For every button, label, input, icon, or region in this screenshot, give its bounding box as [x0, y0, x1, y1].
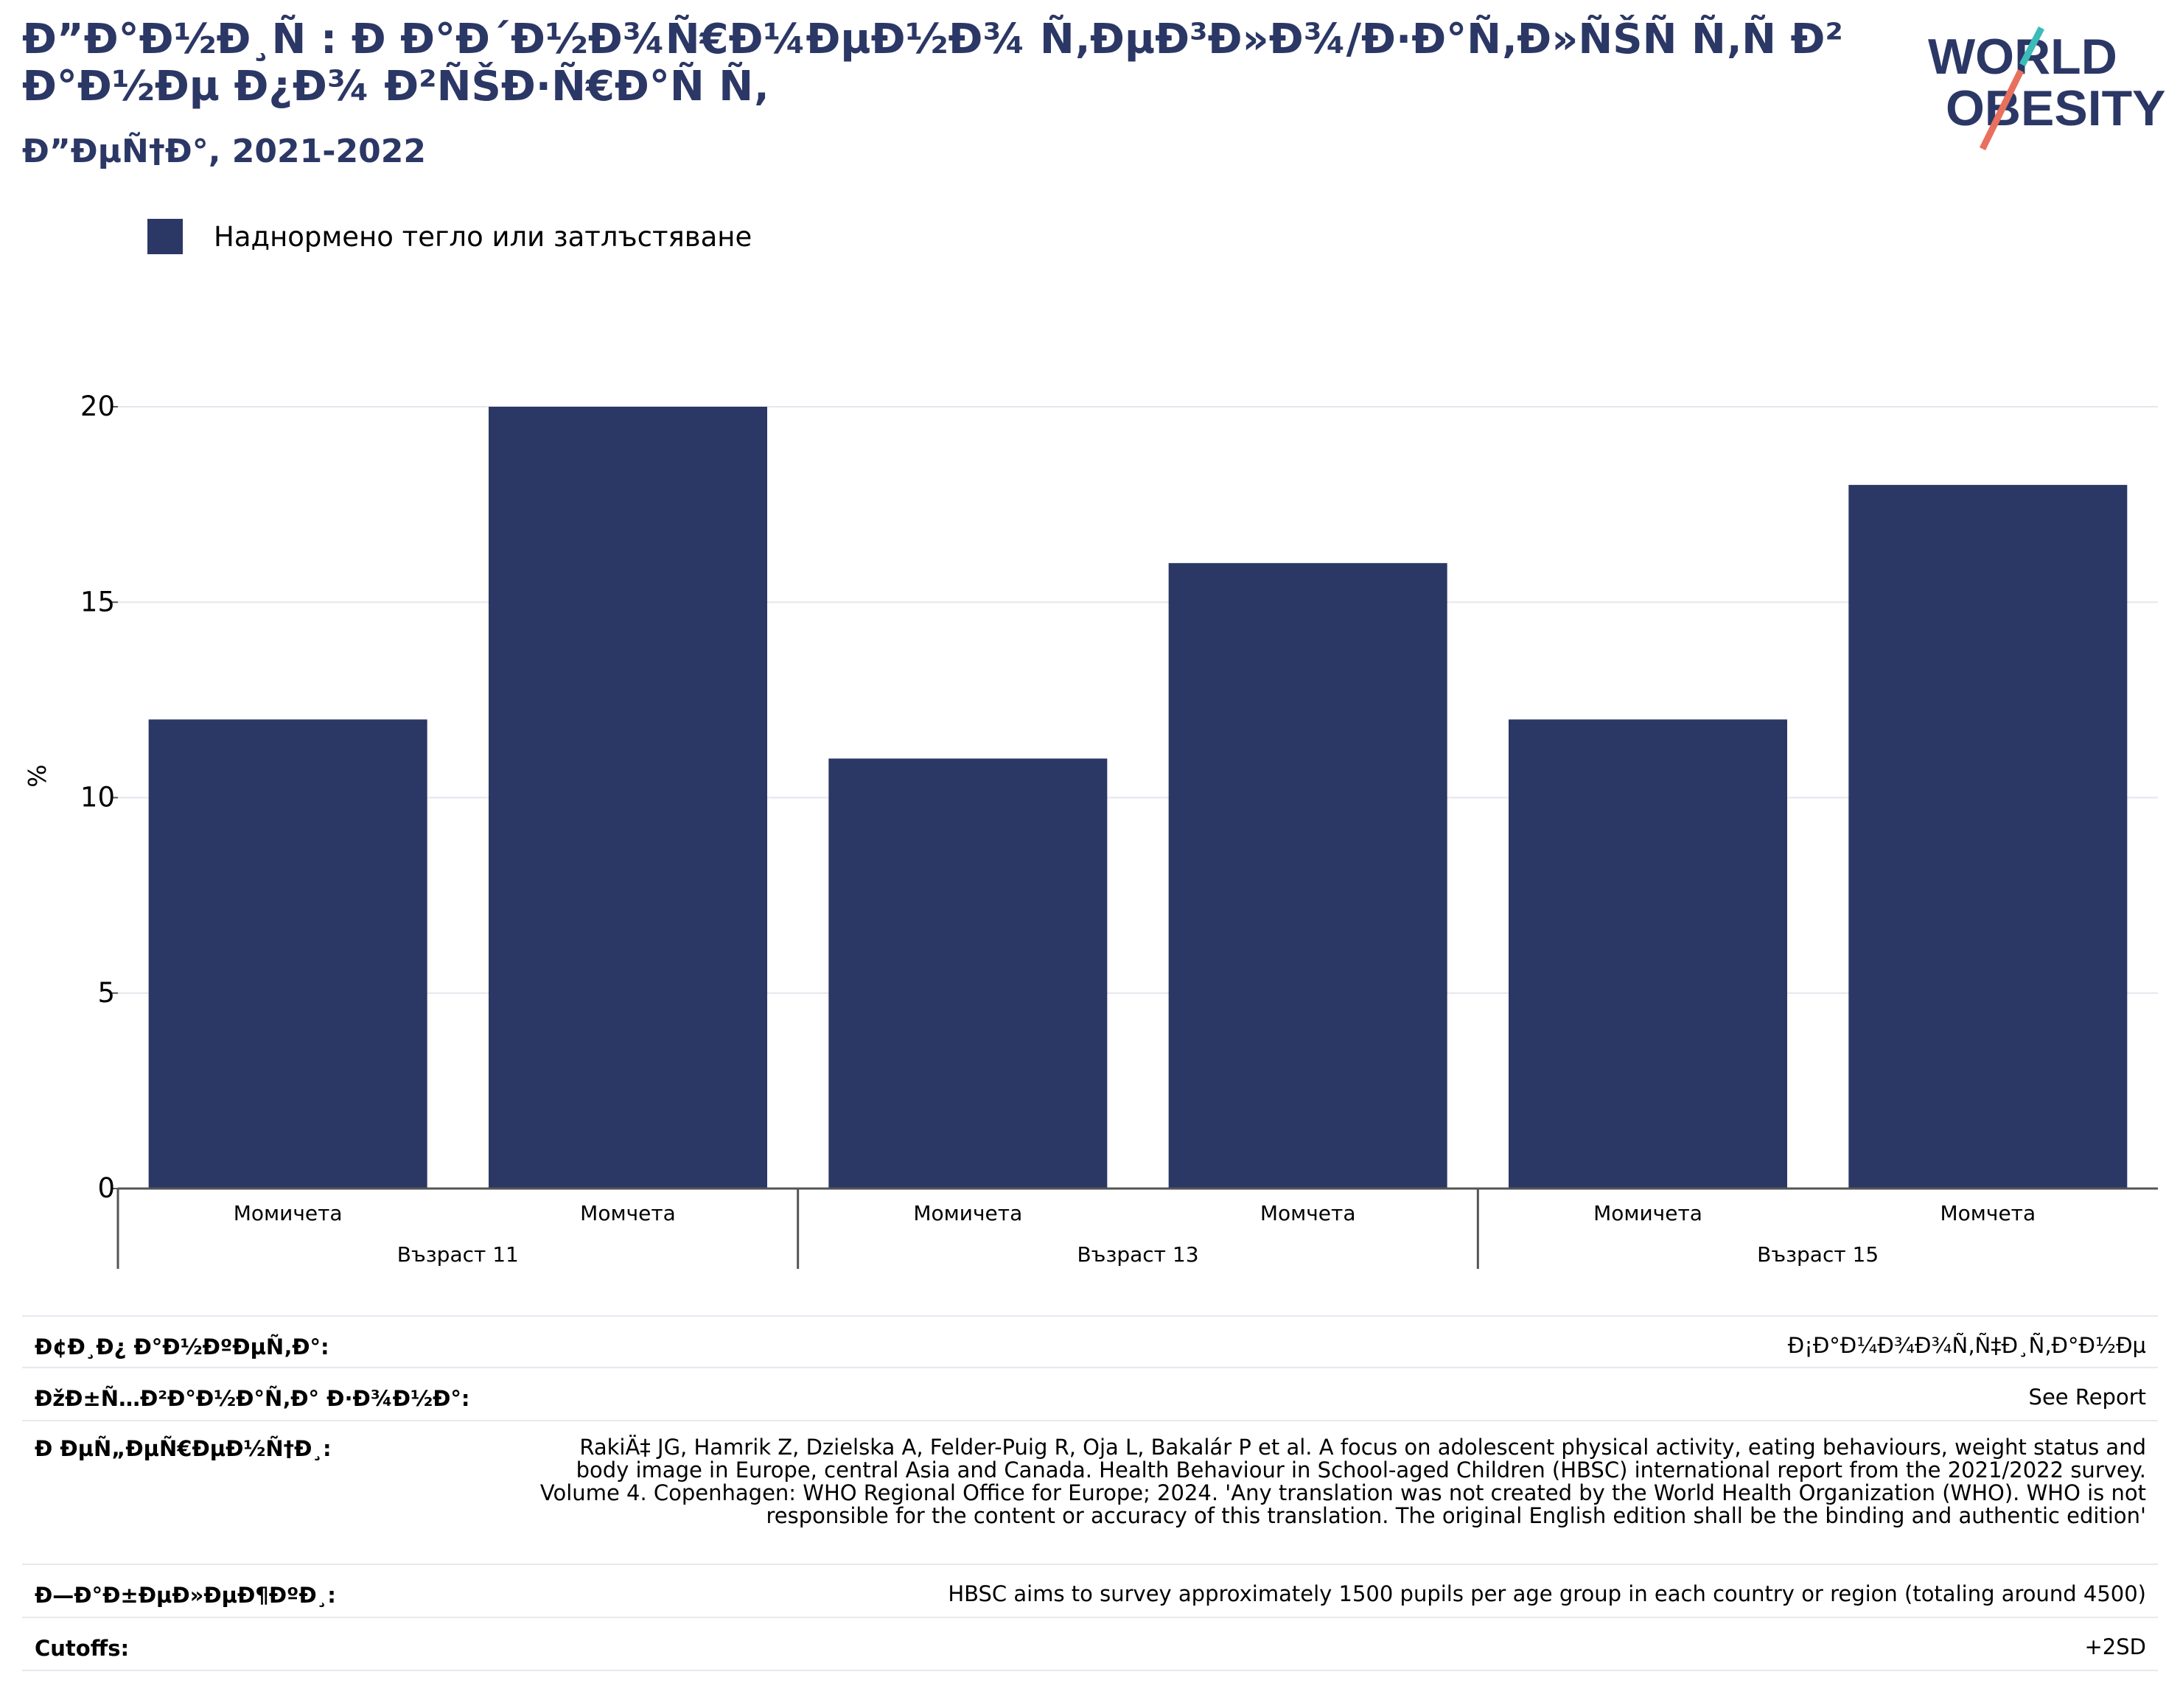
y-tick-label: 20	[80, 391, 115, 422]
metadata-row: Ð—Ð°Ð±ÐµÐ»ÐµÐ¶ÐºÐ¸: HBSC aims to survey a…	[22, 1564, 2158, 1617]
metadata-value: RakiÄ‡ JG, Hamrik Z, Dzielska A, Felder-…	[538, 1420, 2158, 1564]
y-axis-label: %	[23, 764, 52, 787]
bar-chart: 0 5 10 15 20 Момичета Момчета Момичета Момчета Мо…	[23, 391, 2158, 1269]
bar	[1509, 719, 1787, 1189]
metadata-value: See Report	[538, 1367, 2158, 1421]
metadata-row: ÐžÐ±Ñ…Ð²Ð°Ð½Ð°Ñ‚Ð° Ð·Ð¾Ð½Ð°: See Report	[22, 1367, 2158, 1421]
bar	[148, 719, 427, 1189]
legend: Наднормено тегло или затлъстяване	[147, 218, 752, 255]
metadata-key: Cutoffs:	[22, 1617, 538, 1671]
metadata-key: Ð¢Ð¸Ð¿ Ð°Ð½ÐºÐµÑ‚Ð°:	[22, 1315, 538, 1368]
metadata-row: Ð¢Ð¸Ð¿ Ð°Ð½ÐºÐµÑ‚Ð°: Ð¡Ð°Ð¼Ð¾Ð¾Ñ‚Ñ‡Ð¸Ñ‚Ð°…	[22, 1315, 2158, 1368]
metadata-row: Cutoffs: +2SD	[22, 1617, 2158, 1671]
y-tick-label: 15	[80, 586, 115, 617]
x-tick-label: Момичета	[913, 1201, 1022, 1225]
x-tick-label: Момичета	[234, 1201, 343, 1225]
chart-title: Ð”Ð°Ð½Ð¸Ñ : Ð Ð°Ð´Ð½Ð¾Ñ€Ð¼ÐµÐ½Ð¾ Ñ‚ÐµÐ³Ð…	[22, 15, 1843, 111]
group-label: Възраст 15	[1757, 1242, 1879, 1267]
legend-swatch	[147, 219, 183, 254]
x-tick-label: Момчета	[1940, 1201, 2036, 1225]
y-tick-label: 0	[97, 1172, 115, 1204]
logo-slash-teal	[2019, 26, 2044, 67]
x-tick-label: Момичета	[1593, 1201, 1702, 1225]
metadata-value: HBSC aims to survey approximately 1500 p…	[538, 1564, 2158, 1617]
bar	[1848, 485, 2128, 1189]
metadata-row: Ð ÐµÑ„ÐµÑ€ÐµÐ½Ñ†Ð¸: RakiÄ‡ JG, Hamrik Z, …	[22, 1420, 2158, 1564]
x-tick-label: Момчета	[1260, 1201, 1356, 1225]
metadata-key: Ð—Ð°Ð±ÐµÐ»ÐµÐ¶ÐºÐ¸:	[22, 1564, 538, 1617]
chart-subtitle: Ð”ÐµÑ†Ð°, 2021-2022	[22, 133, 426, 170]
world-obesity-logo: WORLD OBESITY	[1924, 22, 2167, 155]
logo-line2: OBESITY	[1946, 80, 2166, 136]
bar	[828, 758, 1108, 1189]
y-tick-label: 5	[97, 977, 115, 1009]
legend-label: Наднормено тегло или затлъстяване	[214, 220, 752, 253]
x-tick-label: Момчета	[580, 1201, 676, 1225]
metadata-value: +2SD	[538, 1617, 2158, 1671]
bar	[489, 407, 767, 1189]
logo-line1: WORLD	[1928, 29, 2117, 85]
group-label: Възраст 11	[397, 1242, 519, 1267]
metadata-key: Ð ÐµÑ„ÐµÑ€ÐµÐ½Ñ†Ð¸:	[22, 1420, 538, 1564]
bar	[1168, 563, 1447, 1189]
metadata-key: ÐžÐ±Ñ…Ð²Ð°Ð½Ð°Ñ‚Ð° Ð·Ð¾Ð½Ð°:	[22, 1367, 538, 1421]
y-tick-label: 10	[80, 782, 115, 813]
logo-slash-coral	[1979, 69, 2024, 150]
metadata-table: Ð¢Ð¸Ð¿ Ð°Ð½ÐºÐµÑ‚Ð°: Ð¡Ð°Ð¼Ð¾Ð¾Ñ‚Ñ‡Ð¸Ñ‚Ð°…	[22, 1315, 2158, 1671]
metadata-value: Ð¡Ð°Ð¼Ð¾Ð¾Ñ‚Ñ‡Ð¸Ñ‚Ð°Ð½Ðµ	[538, 1315, 2158, 1368]
group-label: Възраст 13	[1077, 1242, 1198, 1267]
